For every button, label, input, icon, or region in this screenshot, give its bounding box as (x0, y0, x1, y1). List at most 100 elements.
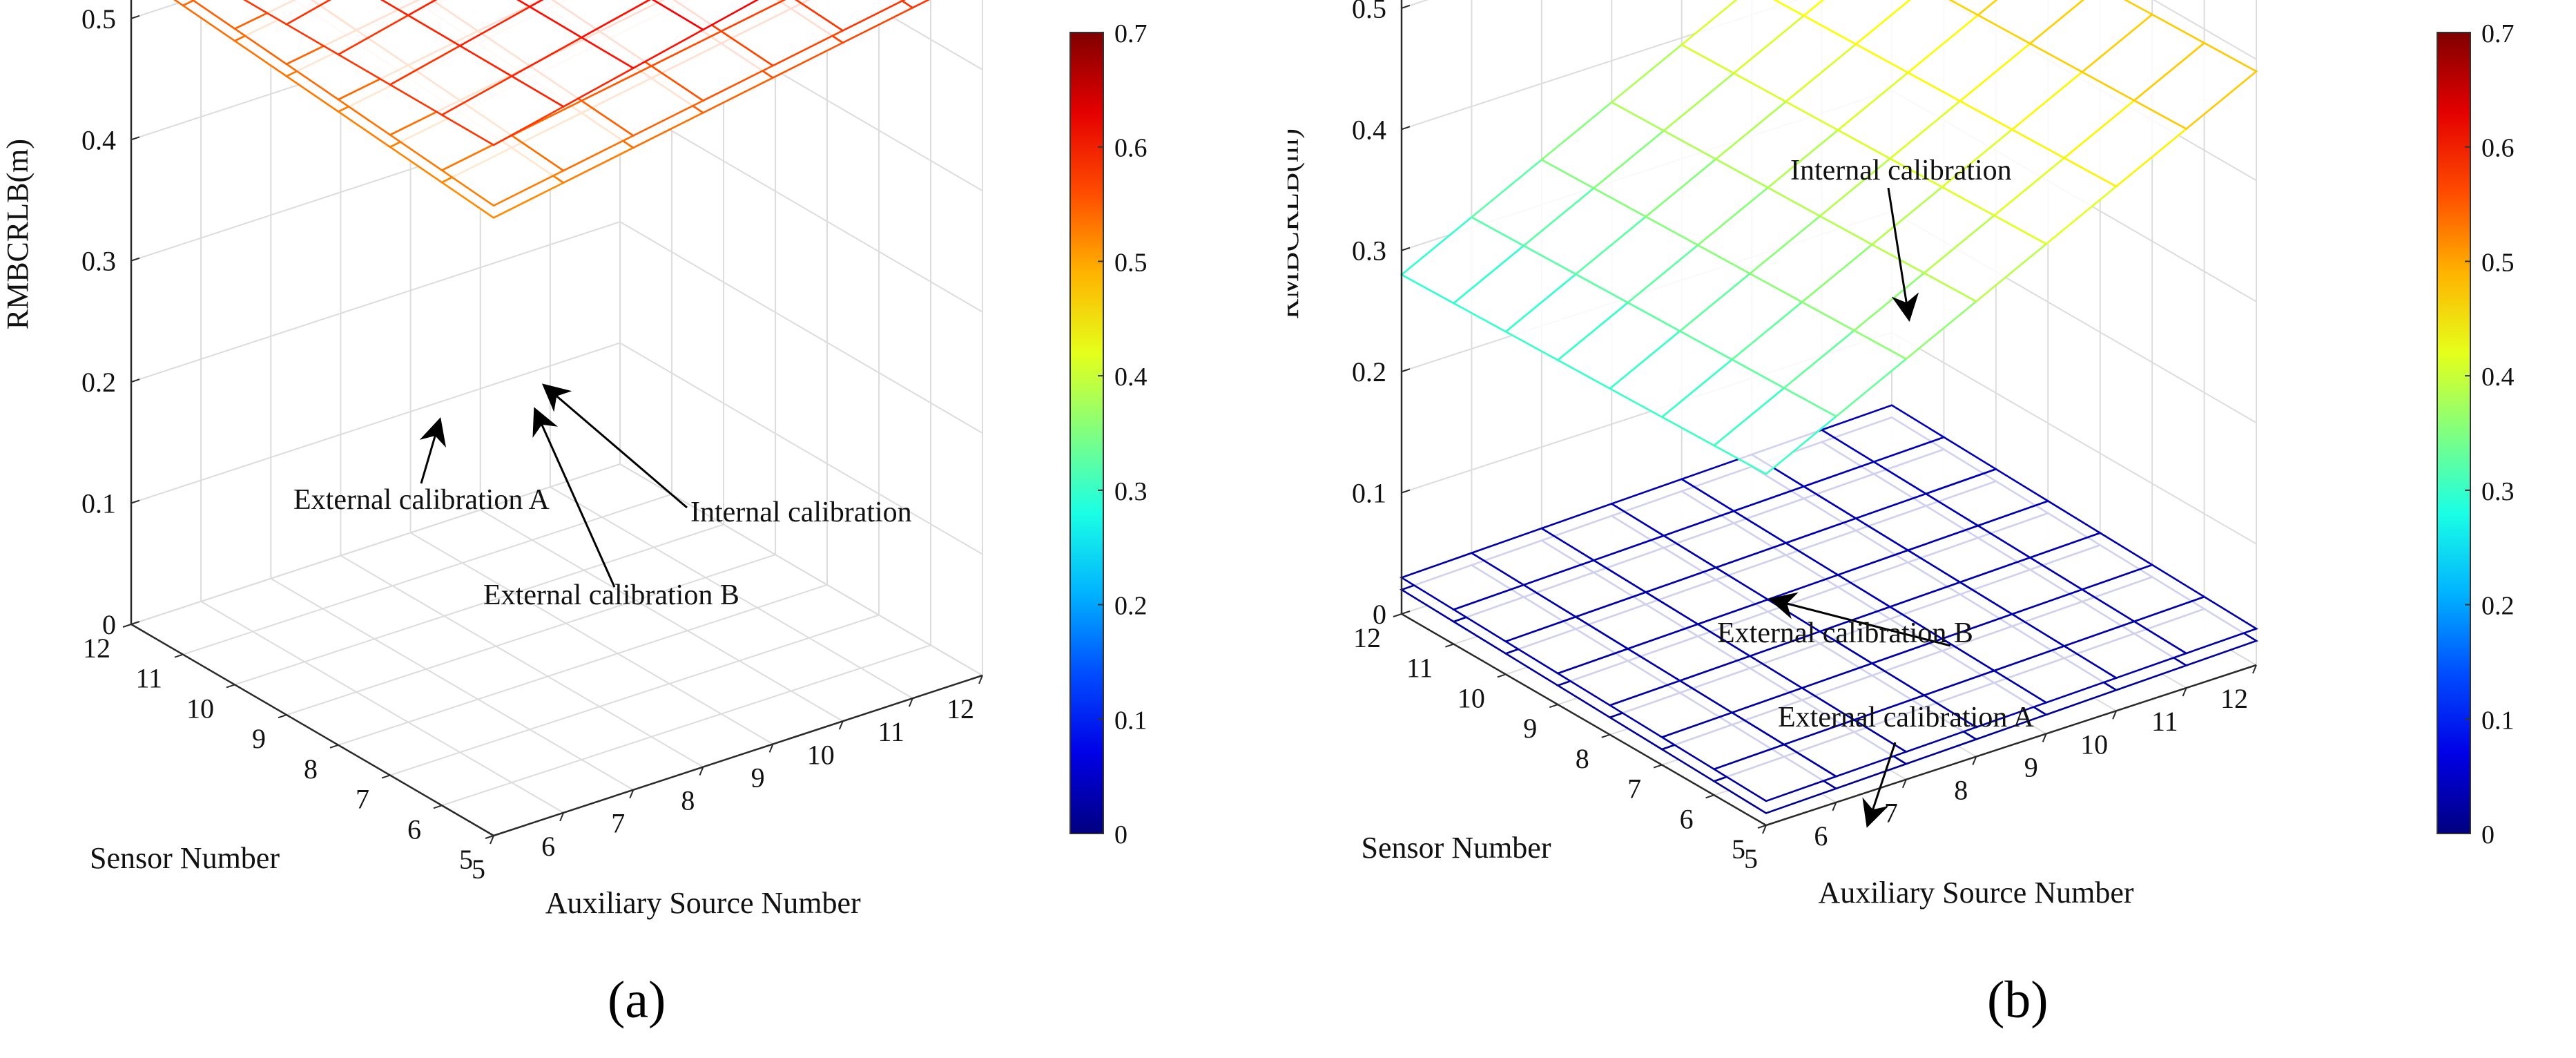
x-tick-label: 6 (541, 831, 555, 862)
z-tick-label: 0 (102, 609, 116, 640)
side-wall-grid-z (2152, 0, 2257, 60)
y-tick-mark (1445, 643, 1454, 648)
surface-cell (2028, 0, 2154, 73)
surface-cell (1773, 0, 1825, 17)
y-tick-label: 10 (186, 693, 214, 724)
surface-cell (1819, 404, 1946, 463)
x-axis-line (1765, 664, 2257, 827)
surface-cell (651, 0, 759, 31)
y-tick-label: 9 (252, 723, 266, 754)
y-tick-label: 5 (1732, 834, 1745, 865)
y-tick-mark (381, 774, 391, 779)
x-tick-label: 6 (1814, 820, 1828, 852)
side-wall-grid-z (861, 0, 983, 70)
surface-cell (899, 0, 931, 9)
y-axis-line (1401, 613, 1767, 827)
y-tick-mark (226, 684, 235, 689)
z-tick-label: 0.3 (81, 246, 116, 277)
surface-cell (579, 0, 706, 70)
x-tick-label: 9 (2024, 751, 2038, 782)
colorbar-tick-label: 0.7 (1114, 19, 1147, 48)
y-tick-label: 8 (1576, 743, 1589, 774)
floor-grid-y (389, 614, 880, 776)
y-tick-mark (122, 624, 132, 628)
x-tick-mark (2252, 664, 2257, 674)
x-tick-label: 12 (947, 693, 974, 724)
back-wall-grid-z (130, 221, 621, 383)
x-tick-mark (1901, 779, 1907, 789)
x-tick-mark (2042, 733, 2047, 742)
z-tick-mark (130, 378, 140, 383)
y-axis-label: Sensor Number (90, 841, 280, 875)
z-tick-label: 0.5 (1352, 0, 1386, 24)
y-tick-mark (1601, 733, 1611, 738)
floor-grid-x (270, 577, 634, 791)
x-tick-mark (559, 812, 565, 822)
annotation-label: Internal calibration (690, 497, 912, 528)
x-tick-label: 8 (681, 785, 695, 816)
z-tick-mark (130, 499, 140, 504)
floor-grid-x (550, 486, 913, 700)
surface-cell (1854, 0, 1980, 74)
x-tick-label: 5 (472, 854, 485, 885)
side-wall-grid-z (619, 463, 983, 676)
x-tick-mark (2182, 687, 2187, 697)
z-tick-label: 0.1 (81, 488, 116, 519)
y-tick-mark (174, 653, 184, 658)
y-tick-mark (1757, 825, 1767, 829)
surface-cell (516, 0, 544, 8)
y-tick-label: 6 (1680, 803, 1694, 834)
y-tick-mark (278, 714, 287, 719)
surface-cell (406, 0, 532, 47)
x-tick-mark (838, 720, 844, 730)
x-tick-label: 12 (2220, 683, 2248, 714)
z-tick-mark (130, 136, 140, 141)
z-tick-mark (130, 621, 140, 625)
x-tick-label: 10 (2080, 729, 2108, 760)
surface-cell (1948, 0, 1998, 17)
z-tick-label: 0.4 (81, 124, 116, 155)
y-tick-mark (1705, 794, 1714, 799)
z-tick-mark (1401, 4, 1411, 9)
annotation-label: External calibration B (1717, 617, 1973, 649)
colorbar-tick-label: 0 (1114, 820, 1127, 849)
colorbar-tick-label: 0.5 (1114, 248, 1147, 277)
annotation-arrow (541, 383, 688, 509)
colorbar-tick-label: 0.4 (1114, 363, 1147, 392)
y-axis-line (130, 623, 494, 837)
annotation-label: Internal calibration (1790, 155, 2012, 186)
x-tick-mark (629, 789, 635, 799)
colorbar (2437, 32, 2471, 834)
z-tick-label: 0 (1373, 599, 1386, 630)
z-tick-label: 0.1 (1352, 478, 1386, 509)
surface-cell (284, 0, 410, 56)
x-tick-mark (2112, 710, 2118, 720)
z-axis-label: RMBCRLB(m) (1, 139, 35, 329)
x-tick-label: 10 (807, 739, 835, 770)
surface-external-calibration-b (1399, 404, 2259, 802)
annotation-label: External calibration B (483, 579, 739, 611)
annotation-arrow (419, 417, 447, 484)
y-tick-label: 11 (135, 663, 162, 694)
y-tick-label: 12 (83, 633, 110, 664)
floor-grid-x (200, 600, 564, 814)
x-tick-label: 7 (1884, 798, 1898, 829)
x-tick-mark (908, 698, 913, 707)
x-tick-label: 8 (1954, 775, 1968, 806)
y-tick-label: 9 (1523, 713, 1537, 744)
annotation-arrow (1862, 742, 1897, 828)
z-tick-label: 0.3 (1352, 235, 1386, 267)
y-tick-mark (329, 744, 339, 749)
annotation-arrow (1768, 592, 1951, 647)
surface-internal-calibration (1400, 0, 2258, 475)
colorbar-tick-label: 0.2 (2481, 592, 2515, 621)
colorbar-tick-label: 0.1 (1114, 706, 1147, 735)
floor-grid-y (338, 584, 828, 746)
annotation-arrow (532, 407, 616, 588)
z-tick-mark (130, 257, 140, 262)
surface-internal-calibration (243, 0, 759, 146)
colorbar (1069, 32, 1104, 834)
x-tick-mark (768, 744, 774, 753)
y-tick-label: 12 (1353, 622, 1381, 653)
